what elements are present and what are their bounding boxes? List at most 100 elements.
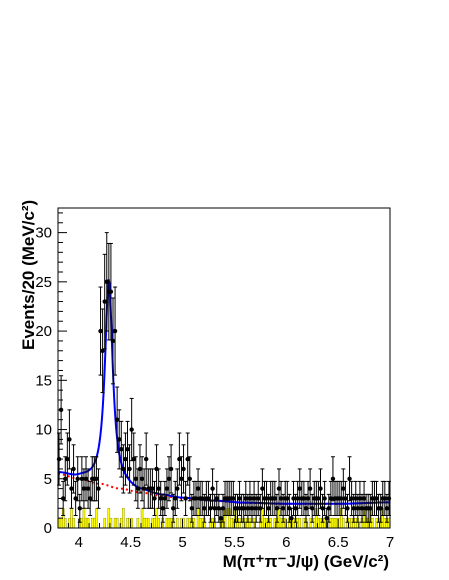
x-tick-label: 7	[386, 534, 394, 551]
data-point	[318, 468, 323, 509]
histogram-bin	[113, 517, 117, 529]
data-point	[243, 480, 248, 517]
data-point	[110, 297, 116, 385]
data-point	[135, 468, 141, 509]
histogram-bin	[157, 517, 160, 529]
data-point	[94, 456, 99, 502]
histogram-bin	[298, 517, 301, 529]
histogram-bin	[115, 517, 119, 529]
y-tick-label: 5	[44, 471, 52, 488]
histogram-bin	[342, 517, 345, 529]
data-point	[368, 493, 373, 523]
data-point	[75, 456, 80, 502]
histogram-bin	[93, 517, 96, 529]
data-point	[289, 507, 294, 529]
x-tick-label: 6	[282, 534, 290, 551]
histogram-bin	[331, 517, 335, 529]
histogram-bin	[230, 517, 233, 529]
data-point	[278, 480, 284, 517]
histogram-bin	[142, 517, 146, 529]
histogram-bin	[308, 517, 312, 529]
histogram-bin	[103, 517, 106, 529]
histogram-bin	[176, 517, 179, 529]
x-tick-label: 5.5	[224, 534, 245, 551]
data-point	[297, 468, 302, 509]
histogram-bin	[188, 517, 191, 529]
data-point	[81, 468, 87, 509]
data-point	[119, 420, 124, 478]
histogram-bin	[90, 517, 94, 529]
y-tick-label: 10	[35, 422, 52, 439]
data-point	[168, 444, 174, 494]
data-point	[272, 480, 278, 517]
data-point	[87, 480, 93, 517]
histogram-bin	[147, 517, 150, 529]
data-point	[185, 432, 190, 486]
data-point	[328, 480, 334, 517]
histogram-bin	[95, 508, 98, 529]
data-point	[162, 480, 168, 517]
data-point	[121, 444, 126, 494]
histogram-bin	[153, 517, 156, 529]
histogram-bin	[375, 517, 378, 529]
data-point	[305, 480, 311, 517]
data-point	[382, 480, 388, 517]
data-point	[112, 286, 118, 376]
data-point	[127, 444, 132, 494]
data-point	[154, 444, 159, 494]
data-point	[79, 456, 85, 502]
histogram-bin	[196, 508, 200, 529]
histogram-bin	[198, 517, 202, 529]
data-point	[214, 480, 219, 517]
data-point	[260, 468, 265, 509]
data-point	[345, 493, 350, 523]
data-point	[247, 480, 253, 517]
data-point	[291, 480, 296, 517]
data-point	[276, 468, 282, 509]
data-point	[183, 480, 188, 517]
data-point	[274, 493, 280, 523]
x-tick-label: 5	[178, 534, 186, 551]
data-point	[137, 444, 143, 494]
data-point	[166, 456, 172, 502]
y-tick-label: 30	[35, 225, 52, 242]
data-point	[200, 480, 205, 517]
histogram-bin	[64, 517, 67, 529]
data-point	[357, 480, 363, 517]
data-point	[301, 480, 307, 517]
histogram-bin	[72, 517, 75, 529]
histogram-bin	[136, 517, 140, 529]
data-point	[359, 493, 365, 523]
data-point	[102, 253, 107, 350]
y-tick-label: 0	[44, 520, 52, 537]
data-point	[181, 444, 186, 494]
data-point	[141, 468, 147, 509]
data-point	[339, 480, 344, 517]
histogram-bin	[350, 517, 353, 529]
histogram-bin	[84, 517, 88, 529]
data-point	[341, 468, 346, 509]
histogram-bin	[302, 517, 306, 529]
data-point	[133, 456, 139, 502]
data-point	[256, 480, 261, 517]
data-point	[98, 286, 103, 376]
data-point	[237, 480, 242, 517]
data-point	[114, 386, 120, 453]
data-point	[179, 456, 184, 502]
data-point	[143, 432, 149, 486]
data-point	[104, 232, 109, 332]
data-point	[206, 480, 211, 517]
histogram-bin	[70, 508, 73, 529]
data-point	[129, 397, 134, 462]
x-tick-label: 6.5	[328, 534, 349, 551]
histogram-bin	[165, 517, 169, 529]
data-point	[295, 480, 300, 517]
data-point	[316, 480, 321, 517]
x-tick-label: 4	[75, 534, 83, 551]
data-point	[85, 468, 91, 509]
histogram-bin	[277, 508, 281, 529]
histogram-bin	[383, 517, 387, 529]
data-point	[150, 468, 155, 509]
data-point	[158, 480, 163, 517]
